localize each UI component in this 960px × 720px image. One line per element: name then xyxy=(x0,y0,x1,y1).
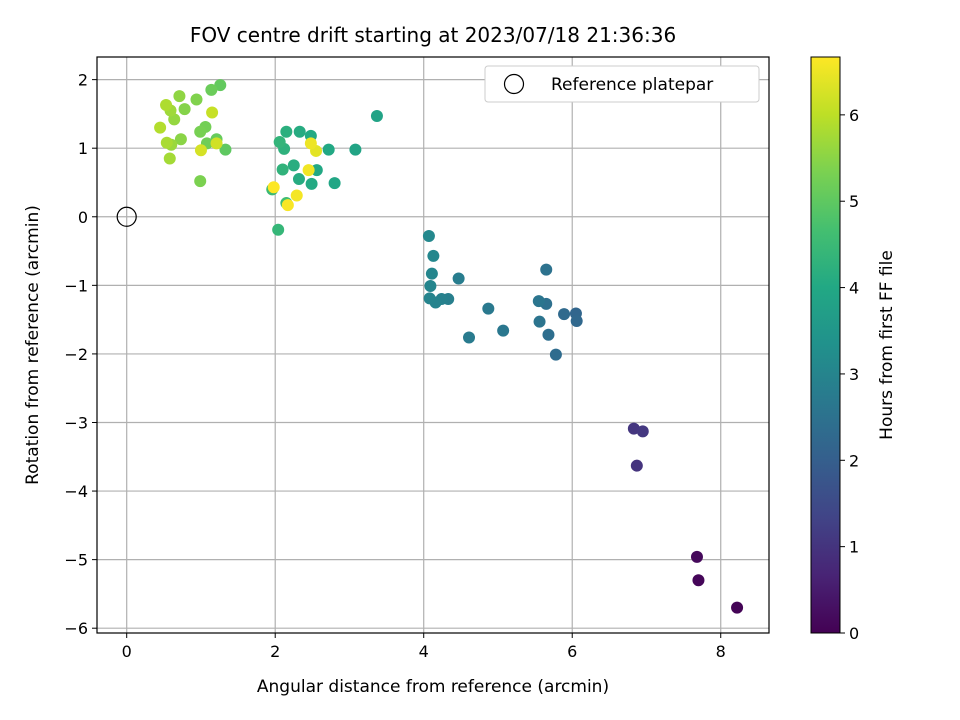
y-tick-label: −4 xyxy=(64,482,88,501)
data-point xyxy=(174,133,187,146)
data-point xyxy=(533,315,546,328)
x-tick-label: 8 xyxy=(716,642,726,661)
data-point xyxy=(281,199,294,212)
data-point xyxy=(154,121,167,134)
data-point xyxy=(178,103,191,116)
data-point xyxy=(349,143,362,156)
data-point xyxy=(160,136,173,149)
data-point xyxy=(219,143,232,156)
data-point xyxy=(731,601,744,614)
legend: Reference platepar xyxy=(484,65,760,103)
data-point xyxy=(424,280,437,293)
colorbar-tick-label: 1 xyxy=(849,538,859,557)
data-point xyxy=(425,267,438,280)
data-point xyxy=(542,328,555,341)
data-point xyxy=(540,263,553,276)
data-point xyxy=(692,574,705,587)
data-point xyxy=(205,83,218,96)
x-tick-label: 0 xyxy=(122,642,132,661)
y-tick-label: −3 xyxy=(64,413,88,432)
y-tick-label: −2 xyxy=(64,345,88,364)
data-point xyxy=(280,125,293,138)
y-tick-label: −6 xyxy=(64,619,88,638)
data-point xyxy=(210,137,223,150)
data-point xyxy=(427,249,440,262)
data-point xyxy=(272,223,285,236)
data-point xyxy=(206,106,219,119)
data-point xyxy=(452,272,465,285)
chart-title: FOV centre drift starting at 2023/07/18 … xyxy=(190,23,676,47)
legend-label: Reference platepar xyxy=(551,75,713,95)
data-point xyxy=(328,177,341,190)
data-point xyxy=(423,292,436,305)
data-point xyxy=(630,459,643,472)
x-tick-label: 6 xyxy=(567,642,577,661)
reference-marker xyxy=(116,206,137,227)
x-tick-label: 4 xyxy=(419,642,429,661)
data-point xyxy=(163,152,176,165)
data-points xyxy=(154,79,744,614)
data-point xyxy=(194,125,207,138)
data-point xyxy=(305,177,318,190)
data-point xyxy=(194,144,207,157)
data-point xyxy=(482,302,495,315)
data-point xyxy=(267,181,280,194)
colorbar-tick-label: 4 xyxy=(849,279,859,298)
x-axis-label: Angular distance from reference (arcmin) xyxy=(257,677,609,697)
data-point xyxy=(160,99,173,111)
data-point xyxy=(287,159,300,172)
data-point xyxy=(570,315,583,327)
data-point xyxy=(273,136,286,149)
colorbar-tick-label: 0 xyxy=(849,624,859,643)
data-point xyxy=(370,109,383,122)
data-point xyxy=(190,93,203,106)
colorbar-gradient xyxy=(810,56,841,634)
colorbar-tick-label: 2 xyxy=(849,451,859,470)
y-tick-label: −5 xyxy=(64,551,88,570)
colorbar-label: Hours from first FF file xyxy=(877,250,897,440)
y-tick-label: 0 xyxy=(78,208,88,227)
grid-lines xyxy=(97,57,769,633)
data-point xyxy=(422,229,435,242)
colorbar-tick-label: 5 xyxy=(849,192,859,211)
data-point xyxy=(292,173,305,186)
y-tick-label: 2 xyxy=(78,71,88,90)
x-tick-label: 2 xyxy=(270,642,280,661)
data-point xyxy=(173,90,186,103)
legend-marker xyxy=(503,73,525,95)
data-point xyxy=(302,164,315,177)
colorbar-tick-label: 6 xyxy=(849,106,859,125)
y-tick-label: 1 xyxy=(78,139,88,158)
y-tick-label: −1 xyxy=(64,276,88,295)
data-point xyxy=(690,550,703,563)
y-axis-ticks: 2 1 0 −1 −2 −3 −4 −5 −6 xyxy=(64,71,97,638)
data-point xyxy=(290,189,303,202)
data-point xyxy=(532,295,545,308)
colorbar-ticks: 0 1 2 3 4 5 6 xyxy=(840,106,859,643)
data-point xyxy=(497,324,510,337)
y-axis-label: Rotation from reference (arcmin) xyxy=(23,205,43,485)
data-point xyxy=(463,331,476,344)
data-point xyxy=(214,79,227,92)
data-point xyxy=(194,175,207,188)
reference-platepar-point xyxy=(116,206,137,227)
data-point xyxy=(549,348,562,361)
plot-area-frame xyxy=(96,56,770,634)
colorbar-tick-label: 3 xyxy=(849,365,859,384)
data-point xyxy=(304,137,317,150)
data-point xyxy=(276,163,289,176)
data-point xyxy=(636,425,649,438)
data-point xyxy=(558,308,571,321)
colorbar: 0 1 2 3 4 5 6 Hours from first FF file xyxy=(810,56,897,643)
data-point xyxy=(293,125,306,138)
x-axis-ticks: 0 2 4 6 8 xyxy=(122,633,726,661)
legend-box xyxy=(484,65,760,103)
data-point xyxy=(322,143,335,156)
